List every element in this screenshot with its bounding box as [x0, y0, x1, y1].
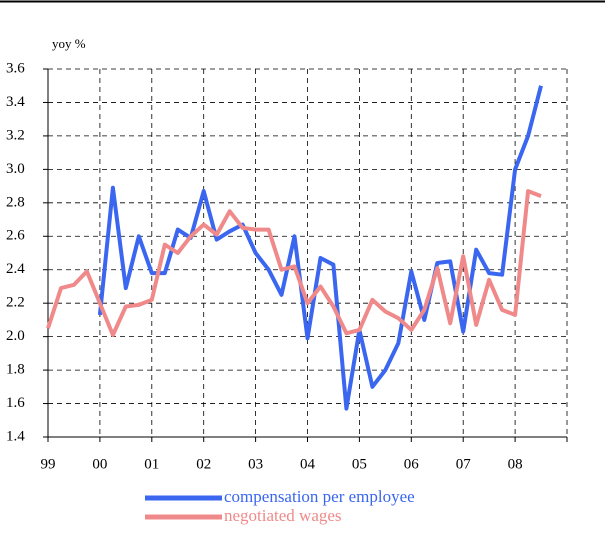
y-tick-label: 2.4	[6, 261, 25, 277]
y-tick-label: 2.0	[6, 328, 25, 344]
y-tick-label: 1.4	[6, 428, 25, 444]
x-tick-label: 00	[92, 456, 107, 472]
x-tick-label: 08	[508, 456, 523, 472]
x-tick-label: 07	[456, 456, 472, 472]
x-tick-label: 06	[404, 456, 420, 472]
y-tick-label: 3.6	[6, 60, 25, 76]
legend-label: negotiated wages	[224, 506, 342, 525]
x-tick-label: 01	[144, 456, 159, 472]
series-line	[97, 85, 543, 411]
legend-label: compensation per employee	[224, 487, 415, 506]
y-tick-label: 3.0	[6, 161, 25, 177]
series-line	[46, 189, 542, 337]
x-tick-label: 03	[248, 456, 263, 472]
x-tick-label: 04	[300, 456, 316, 472]
y-tick-label: 2.8	[6, 194, 25, 210]
y-tick-label: 3.4	[6, 94, 25, 110]
y-tick-label: 3.2	[6, 127, 25, 143]
y-tick-label: 1.6	[6, 395, 25, 411]
x-tick-label: 99	[41, 456, 56, 472]
x-tick-label: 05	[352, 456, 367, 472]
y-tick-label: 1.8	[6, 362, 25, 378]
y-tick-label: 2.6	[6, 228, 25, 244]
x-tick-label: 02	[196, 456, 211, 472]
y-axis-label: yoy %	[52, 36, 86, 51]
y-tick-label: 2.2	[6, 295, 25, 311]
